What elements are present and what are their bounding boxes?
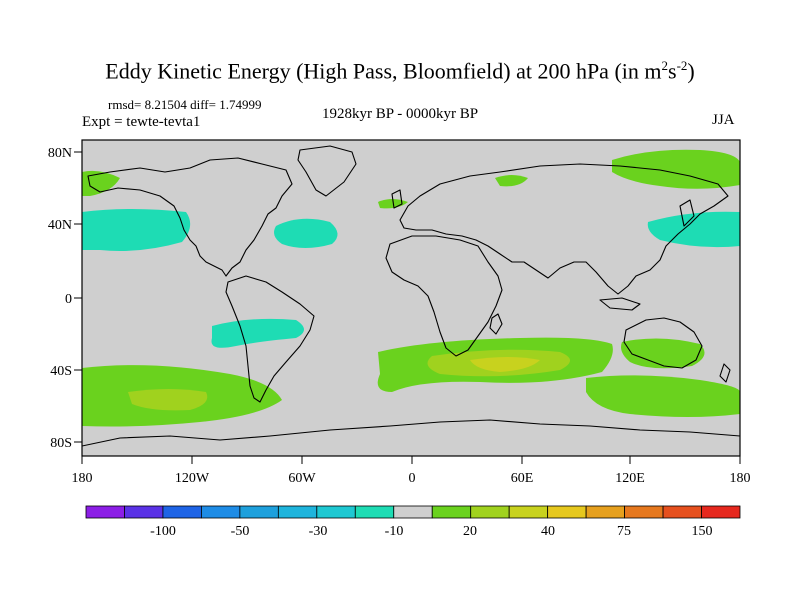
colorbar-box	[239, 505, 279, 519]
positive-anomaly-regions	[82, 149, 740, 427]
colorbar-box	[547, 505, 587, 519]
colorbar-label: -50	[231, 524, 250, 539]
y-tick-label: 80N	[48, 146, 72, 161]
new-zealand-coast	[719, 363, 731, 383]
colorbar-box	[431, 505, 472, 519]
colorbar-box	[201, 505, 241, 519]
negative-anomaly-regions	[82, 209, 740, 348]
colorbar-label: -100	[150, 524, 176, 539]
latitude-axis: 80N 40N 0 40S 80S	[48, 146, 82, 451]
colorbar-box	[701, 505, 741, 519]
x-tick-label: 60W	[288, 471, 316, 486]
eurasia-coast	[399, 163, 729, 295]
greenland-coast	[297, 145, 357, 197]
colorbar-box	[585, 505, 625, 519]
x-tick-label: 120E	[615, 471, 645, 486]
y-tick-label: 0	[65, 292, 72, 307]
experiment-label: Expt = tewte-tevta1	[82, 114, 201, 130]
colorbar-labels: -100 -50 -30 -10 20 40 75 150	[150, 524, 712, 539]
season-label: JJA	[712, 112, 735, 128]
colorbar-box	[393, 505, 433, 519]
colorbar-box	[354, 505, 395, 519]
colorbar-box	[624, 505, 664, 519]
colorbar-label: 40	[541, 524, 555, 539]
longitude-axis: 180 120W 60W 0 60E 120E 180	[72, 456, 751, 486]
y-tick-label: 80S	[50, 436, 72, 451]
indonesia-coast	[599, 297, 641, 311]
south-america-coast	[225, 275, 315, 403]
period-label: 1928kyr BP - 0000kyr BP	[322, 106, 479, 122]
japan-coast	[679, 199, 695, 227]
colorbar-label: -10	[385, 524, 404, 539]
coastlines	[82, 145, 740, 447]
map-panel	[82, 140, 740, 456]
colorbar-box	[162, 505, 202, 519]
colorbar-box	[316, 505, 356, 519]
colorbar-label: 150	[692, 524, 713, 539]
strong-anomaly-regions	[470, 357, 540, 372]
british-isles-coast	[391, 189, 403, 209]
stats-label: rmsd= 8.21504 diff= 1.74999	[108, 97, 262, 112]
colorbar: -100 -50 -30 -10 20 40 75 150	[85, 505, 741, 539]
figure-title: Eddy Kinetic Energy (High Pass, Bloomfie…	[105, 58, 695, 84]
colorbar-label: 75	[617, 524, 631, 539]
colorbar-box	[508, 505, 549, 519]
x-tick-label: 120W	[175, 471, 210, 486]
colorbar-box	[277, 505, 318, 519]
north-america-coast	[87, 157, 293, 277]
x-tick-label: 180	[730, 471, 751, 486]
colorbar-label: 20	[463, 524, 477, 539]
y-tick-label: 40S	[50, 364, 72, 379]
x-tick-label: 60E	[511, 471, 534, 486]
x-tick-label: 0	[409, 471, 416, 486]
colorbar-box	[124, 505, 164, 519]
colorbar-box	[662, 505, 702, 519]
colorbar-box	[85, 505, 125, 519]
colorbar-box	[470, 505, 510, 519]
madagascar-coast	[489, 313, 503, 335]
colorbar-boxes	[85, 505, 741, 519]
colorbar-label: -30	[309, 524, 328, 539]
y-tick-label: 40N	[48, 218, 72, 233]
x-tick-label: 180	[72, 471, 93, 486]
africa-coast	[385, 235, 503, 357]
australia-coast	[623, 317, 703, 369]
antarctica-coast	[82, 419, 740, 447]
